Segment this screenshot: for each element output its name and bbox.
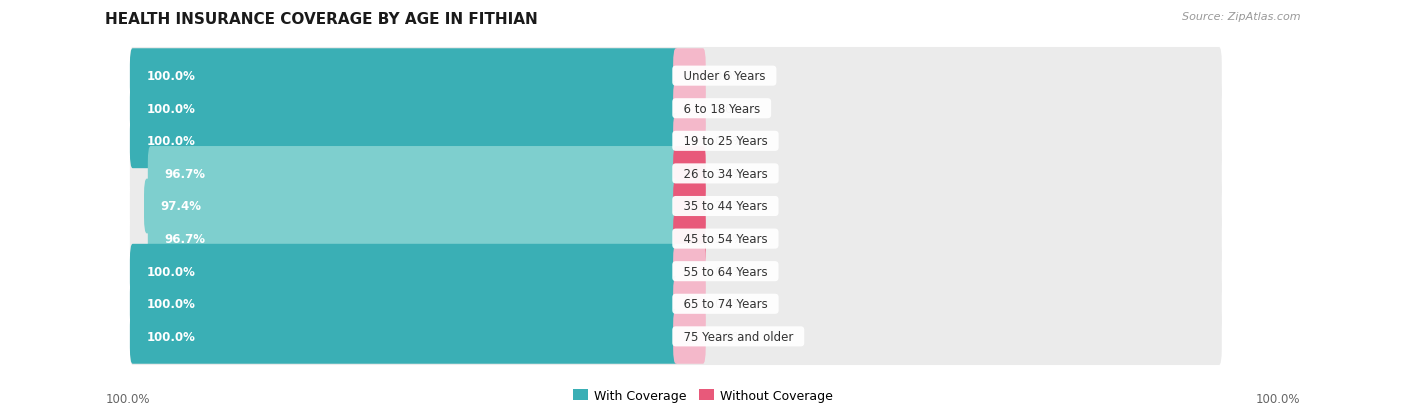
FancyBboxPatch shape <box>129 178 1222 235</box>
Text: 0.0%: 0.0% <box>714 70 744 83</box>
FancyBboxPatch shape <box>673 49 706 104</box>
FancyBboxPatch shape <box>129 48 1222 105</box>
Text: 2.6%: 2.6% <box>714 200 744 213</box>
Text: 0.0%: 0.0% <box>714 330 744 343</box>
FancyBboxPatch shape <box>129 275 1222 332</box>
Text: 3.3%: 3.3% <box>714 168 744 180</box>
Text: 96.7%: 96.7% <box>165 168 205 180</box>
Text: 35 to 44 Years: 35 to 44 Years <box>676 200 775 213</box>
FancyBboxPatch shape <box>129 145 1222 203</box>
FancyBboxPatch shape <box>673 179 706 234</box>
Text: 100.0%: 100.0% <box>105 392 150 405</box>
FancyBboxPatch shape <box>673 82 706 136</box>
FancyBboxPatch shape <box>673 309 706 364</box>
Text: 100.0%: 100.0% <box>146 330 195 343</box>
Text: 100.0%: 100.0% <box>146 135 195 148</box>
Text: 75 Years and older: 75 Years and older <box>676 330 800 343</box>
Text: Under 6 Years: Under 6 Years <box>676 70 773 83</box>
FancyBboxPatch shape <box>148 147 679 201</box>
FancyBboxPatch shape <box>673 114 706 169</box>
FancyBboxPatch shape <box>129 114 679 169</box>
FancyBboxPatch shape <box>129 49 679 104</box>
Text: 26 to 34 Years: 26 to 34 Years <box>676 168 775 180</box>
Text: 0.0%: 0.0% <box>714 135 744 148</box>
Text: 100.0%: 100.0% <box>146 265 195 278</box>
Text: 65 to 74 Years: 65 to 74 Years <box>676 297 775 311</box>
Text: 100.0%: 100.0% <box>146 70 195 83</box>
Text: 96.7%: 96.7% <box>165 233 205 245</box>
FancyBboxPatch shape <box>673 147 706 201</box>
Text: 0.0%: 0.0% <box>714 102 744 116</box>
FancyBboxPatch shape <box>129 81 1222 138</box>
Text: 55 to 64 Years: 55 to 64 Years <box>676 265 775 278</box>
Text: 0.0%: 0.0% <box>714 297 744 311</box>
Text: 100.0%: 100.0% <box>146 297 195 311</box>
FancyBboxPatch shape <box>129 243 1222 300</box>
FancyBboxPatch shape <box>673 212 706 266</box>
Text: 45 to 54 Years: 45 to 54 Years <box>676 233 775 245</box>
Text: 3.3%: 3.3% <box>714 233 744 245</box>
FancyBboxPatch shape <box>129 277 679 331</box>
Text: 97.4%: 97.4% <box>160 200 201 213</box>
FancyBboxPatch shape <box>148 212 679 266</box>
FancyBboxPatch shape <box>129 82 679 136</box>
Text: 19 to 25 Years: 19 to 25 Years <box>676 135 775 148</box>
Text: Source: ZipAtlas.com: Source: ZipAtlas.com <box>1182 12 1301 22</box>
FancyBboxPatch shape <box>673 277 706 331</box>
Text: 0.0%: 0.0% <box>714 265 744 278</box>
FancyBboxPatch shape <box>129 244 679 299</box>
FancyBboxPatch shape <box>129 309 679 364</box>
Text: HEALTH INSURANCE COVERAGE BY AGE IN FITHIAN: HEALTH INSURANCE COVERAGE BY AGE IN FITH… <box>105 12 538 27</box>
FancyBboxPatch shape <box>129 113 1222 170</box>
Text: 6 to 18 Years: 6 to 18 Years <box>676 102 768 116</box>
FancyBboxPatch shape <box>143 179 679 234</box>
Text: 100.0%: 100.0% <box>146 102 195 116</box>
Text: 100.0%: 100.0% <box>1256 392 1301 405</box>
Legend: With Coverage, Without Coverage: With Coverage, Without Coverage <box>568 384 838 407</box>
FancyBboxPatch shape <box>129 308 1222 365</box>
FancyBboxPatch shape <box>129 210 1222 268</box>
FancyBboxPatch shape <box>673 244 706 299</box>
